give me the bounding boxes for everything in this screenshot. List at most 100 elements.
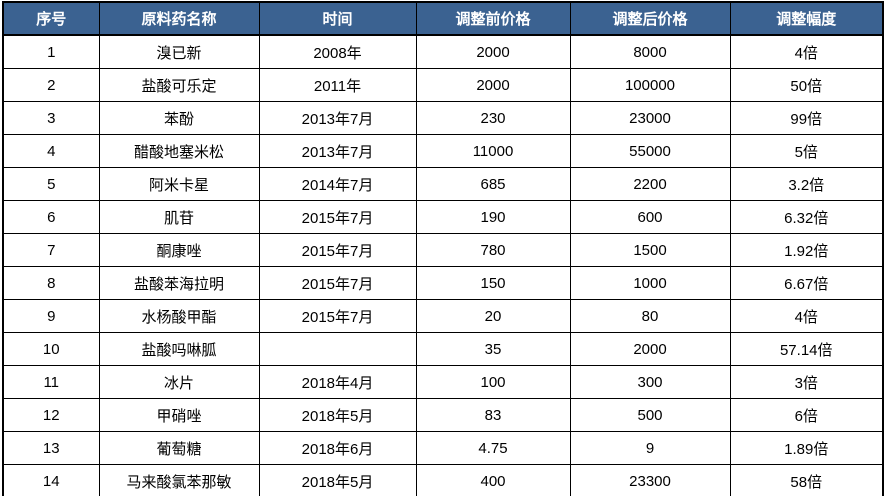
price-after-cell: 9 <box>569 431 731 465</box>
row-index-cell: 4 <box>2 134 100 168</box>
row-index-cell: 13 <box>2 431 100 465</box>
table-row: 14 马来酸氯苯那敏 2018年5月 400 23300 58倍 <box>2 464 884 496</box>
row-index-cell: 10 <box>2 332 100 366</box>
price-after-cell: 300 <box>569 365 731 399</box>
header-cell-drug-name: 原料药名称 <box>98 1 260 36</box>
time-cell: 2013年7月 <box>258 101 417 135</box>
price-before-cell: 230 <box>415 101 571 135</box>
price-before-cell: 400 <box>415 464 571 496</box>
drug-name-cell: 醋酸地塞米松 <box>98 134 260 168</box>
time-cell: 2008年 <box>258 34 417 69</box>
table-row: 3 苯酚 2013年7月 230 23000 99倍 <box>2 101 884 135</box>
header-cell-index: 序号 <box>2 1 100 36</box>
table-header: 序号 原料药名称 时间 调整前价格 调整后价格 调整幅度 <box>2 1 884 36</box>
price-after-cell: 55000 <box>569 134 731 168</box>
time-cell: 2011年 <box>258 68 417 102</box>
price-after-cell: 80 <box>569 299 731 333</box>
adjust-ratio-cell: 1.89倍 <box>729 431 884 465</box>
time-cell: 2015年7月 <box>258 299 417 333</box>
price-after-cell: 23300 <box>569 464 731 496</box>
drug-name-cell: 阿米卡星 <box>98 167 260 201</box>
drug-name-cell: 盐酸可乐定 <box>98 68 260 102</box>
table-row: 12 甲硝唑 2018年5月 83 500 6倍 <box>2 398 884 432</box>
header-cell-price-after: 调整后价格 <box>569 1 731 36</box>
drug-name-cell: 溴已新 <box>98 34 260 69</box>
adjust-ratio-cell: 3.2倍 <box>729 167 884 201</box>
row-index-cell: 2 <box>2 68 100 102</box>
adjust-ratio-cell: 6.67倍 <box>729 266 884 300</box>
price-after-cell: 600 <box>569 200 731 234</box>
row-index-cell: 5 <box>2 167 100 201</box>
price-after-cell: 1500 <box>569 233 731 267</box>
price-after-cell: 100000 <box>569 68 731 102</box>
table-row: 5 阿米卡星 2014年7月 685 2200 3.2倍 <box>2 167 884 201</box>
row-index-cell: 7 <box>2 233 100 267</box>
row-index-cell: 11 <box>2 365 100 399</box>
table-row: 8 盐酸苯海拉明 2015年7月 150 1000 6.67倍 <box>2 266 884 300</box>
drug-name-cell: 肌苷 <box>98 200 260 234</box>
price-before-cell: 150 <box>415 266 571 300</box>
price-after-cell: 2200 <box>569 167 731 201</box>
header-cell-adjust-ratio: 调整幅度 <box>729 1 884 36</box>
adjust-ratio-cell: 6.32倍 <box>729 200 884 234</box>
adjust-ratio-cell: 57.14倍 <box>729 332 884 366</box>
adjust-ratio-cell: 1.92倍 <box>729 233 884 267</box>
table-row: 1 溴已新 2008年 2000 8000 4倍 <box>2 34 884 69</box>
table-row: 13 葡萄糖 2018年6月 4.75 9 1.89倍 <box>2 431 884 465</box>
header-cell-time: 时间 <box>258 1 417 36</box>
time-cell: 2018年4月 <box>258 365 417 399</box>
drug-name-cell: 冰片 <box>98 365 260 399</box>
drug-name-cell: 水杨酸甲酯 <box>98 299 260 333</box>
table-row: 11 冰片 2018年4月 100 300 3倍 <box>2 365 884 399</box>
time-cell: 2015年7月 <box>258 266 417 300</box>
adjust-ratio-cell: 58倍 <box>729 464 884 496</box>
price-before-cell: 190 <box>415 200 571 234</box>
price-before-cell: 11000 <box>415 134 571 168</box>
time-cell <box>258 332 417 366</box>
price-before-cell: 4.75 <box>415 431 571 465</box>
table-row: 6 肌苷 2015年7月 190 600 6.32倍 <box>2 200 884 234</box>
adjust-ratio-cell: 6倍 <box>729 398 884 432</box>
drug-name-cell: 盐酸吗啉胍 <box>98 332 260 366</box>
adjust-ratio-cell: 3倍 <box>729 365 884 399</box>
price-before-cell: 35 <box>415 332 571 366</box>
table-body: 1 溴已新 2008年 2000 8000 4倍 2 盐酸可乐定 2011年 2000 100000… <box>2 34 884 496</box>
time-cell: 2015年7月 <box>258 233 417 267</box>
row-index-cell: 9 <box>2 299 100 333</box>
row-index-cell: 6 <box>2 200 100 234</box>
time-cell: 2018年5月 <box>258 464 417 496</box>
drug-name-cell: 马来酸氯苯那敏 <box>98 464 260 496</box>
adjust-ratio-cell: 99倍 <box>729 101 884 135</box>
row-index-cell: 1 <box>2 34 100 69</box>
price-after-cell: 2000 <box>569 332 731 366</box>
price-before-cell: 685 <box>415 167 571 201</box>
price-after-cell: 8000 <box>569 34 731 69</box>
drug-name-cell: 盐酸苯海拉明 <box>98 266 260 300</box>
drug-name-cell: 苯酚 <box>98 101 260 135</box>
price-before-cell: 2000 <box>415 68 571 102</box>
time-cell: 2015年7月 <box>258 200 417 234</box>
price-before-cell: 780 <box>415 233 571 267</box>
price-after-cell: 23000 <box>569 101 731 135</box>
adjust-ratio-cell: 4倍 <box>729 299 884 333</box>
row-index-cell: 8 <box>2 266 100 300</box>
row-index-cell: 14 <box>2 464 100 496</box>
price-after-cell: 500 <box>569 398 731 432</box>
table-row: 9 水杨酸甲酯 2015年7月 20 80 4倍 <box>2 299 884 333</box>
price-before-cell: 100 <box>415 365 571 399</box>
time-cell: 2013年7月 <box>258 134 417 168</box>
drug-name-cell: 酮康唑 <box>98 233 260 267</box>
table-row: 7 酮康唑 2015年7月 780 1500 1.92倍 <box>2 233 884 267</box>
drug-name-cell: 甲硝唑 <box>98 398 260 432</box>
adjust-ratio-cell: 5倍 <box>729 134 884 168</box>
time-cell: 2018年6月 <box>258 431 417 465</box>
adjust-ratio-cell: 4倍 <box>729 34 884 69</box>
header-row: 序号 原料药名称 时间 调整前价格 调整后价格 调整幅度 <box>2 1 884 36</box>
row-index-cell: 12 <box>2 398 100 432</box>
header-cell-price-before: 调整前价格 <box>415 1 571 36</box>
drug-name-cell: 葡萄糖 <box>98 431 260 465</box>
adjust-ratio-cell: 50倍 <box>729 68 884 102</box>
time-cell: 2014年7月 <box>258 167 417 201</box>
